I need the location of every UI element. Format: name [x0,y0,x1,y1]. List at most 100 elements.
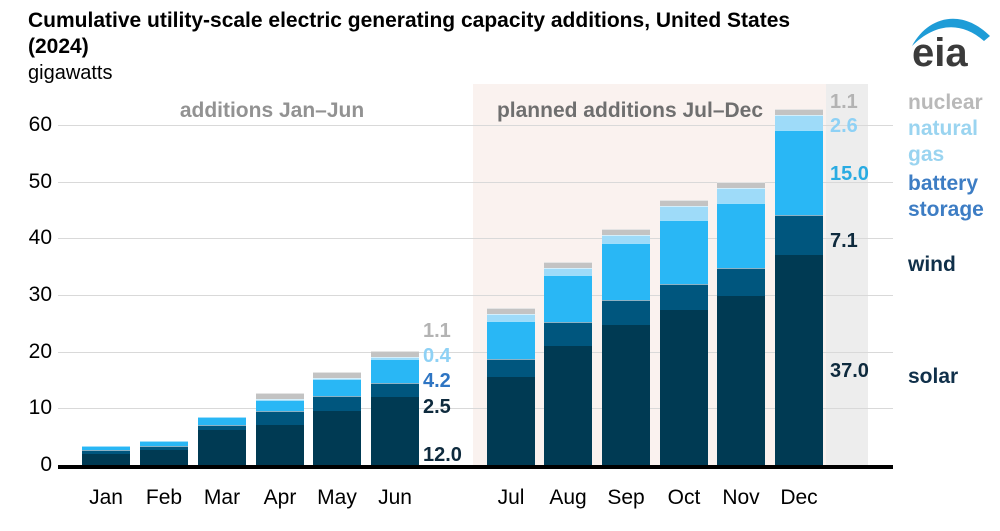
month-label-apr: Apr [263,486,297,509]
bar-segment-sep-solar [602,325,650,465]
month-label-feb: Feb [145,486,183,509]
bar-segment-jun-wind [371,382,419,397]
dec-value-label-37.0: 37.0 [830,360,869,382]
y-tick-label-50: 50 [28,169,52,193]
bar-segment-mar-wind [198,424,246,430]
bar-segment-oct-natural-gas [660,206,708,220]
bar-segment-oct-solar [660,310,708,465]
bar-segment-sep-wind [602,300,650,326]
month-label-dec: Dec [780,486,818,509]
bar-segment-apr-battery-storage [256,399,304,411]
bar-segment-jan-wind [82,449,130,454]
bar-segment-nov-battery-storage [717,202,765,268]
month-label-oct: Oct [667,486,701,509]
gridline-40 [58,238,893,240]
legend-item-battery-storage: battery storage [908,172,984,221]
chart-title: Cumulative utility-scale electric genera… [28,8,908,60]
bar-segment-feb-battery-storage [140,441,188,446]
dec-value-label-1.1: 1.1 [830,91,858,113]
y-tick-label-20: 20 [28,339,52,363]
bar-segment-oct-wind [660,283,708,311]
y-tick-label-30: 30 [28,283,52,306]
month-label-nov: Nov [722,486,760,509]
dec-value-label-7.1: 7.1 [830,230,858,252]
bar-segment-jun-natural-gas [371,356,419,360]
bar-segment-nov-solar [717,296,765,465]
bar-segment-apr-wind [256,410,304,425]
dec-value-label-2.6: 2.6 [830,115,858,137]
jul-dec-region-label: planned additions Jul–Dec [496,99,764,122]
bar-segment-sep-natural-gas [602,234,650,244]
bar-segment-jul-nuclear [487,308,535,315]
bar-segment-jun-solar [371,397,419,465]
month-label-sep: Sep [607,486,645,509]
bar-segment-dec-nuclear [775,109,823,116]
eia-logo-swoosh [912,18,990,46]
legend-item-solar: solar [908,365,959,388]
bar-segment-aug-battery-storage [544,275,592,322]
dec-value-label-strip [826,84,868,466]
bar-segment-jul-natural-gas [487,314,535,322]
bar-segment-dec-solar [775,255,823,465]
jun-value-label-0.4: 0.4 [423,345,451,367]
y-tick-label-60: 60 [28,113,52,136]
bar-segment-nov-wind [717,267,765,297]
y-tick-label-10: 10 [28,396,52,420]
gridline-10 [58,408,893,410]
bar-segment-may-natural-gas [313,378,361,380]
y-tick-label-0: 0 [40,453,52,476]
bar-segment-dec-natural-gas [775,115,823,131]
bar-segment-mar-solar [198,429,246,465]
month-label-may: May [317,486,357,509]
bar-segment-jul-wind [487,359,535,378]
chart-title-line1: Cumulative utility-scale electric genera… [28,9,791,32]
bar-segment-jun-battery-storage [371,359,419,383]
jun-value-label-1.1: 1.1 [423,320,451,342]
bar-segment-may-solar [313,410,361,465]
bar-segment-may-nuclear [313,372,361,379]
bar-segment-apr-nuclear [256,393,304,400]
legend-item-natural-gas: natural gas [908,117,979,166]
jun-value-label-12.0: 12.0 [423,444,462,466]
bar-segment-aug-natural-gas [544,268,592,276]
bar-segment-jul-battery-storage [487,321,535,360]
bar-segment-nov-nuclear [717,182,765,189]
gridline-30 [58,295,893,296]
bar-segment-jun-nuclear [371,350,419,357]
bar-segment-sep-nuclear [602,228,650,235]
bar-segment-aug-nuclear [544,262,592,269]
jan-jun-region-label: additions Jan–Jun [179,99,365,122]
bar-segment-may-wind [313,396,361,411]
bar-segment-oct-nuclear [660,199,708,207]
bar-segment-jul-solar [487,377,535,465]
jun-value-label-4.2: 4.2 [423,370,451,392]
bar-segment-jan-battery-storage [82,445,130,450]
legend-item-wind: wind [908,253,956,276]
bar-segment-dec-battery-storage [775,130,823,216]
bar-segment-apr-natural-gas [256,399,304,401]
units-label: gigawatts [28,62,113,84]
bar-segment-oct-battery-storage [660,219,708,284]
bar-segment-feb-solar [140,449,188,465]
month-label-jun: Jun [378,486,412,509]
bar-segment-apr-solar [256,424,304,465]
eia-logo: eia [912,18,990,75]
eia-logo-text: eia [912,31,968,75]
month-label-aug: Aug [549,486,587,509]
bar-segment-feb-wind [140,445,188,450]
y-tick-label-40: 40 [28,226,52,250]
bar-segment-dec-wind [775,215,823,256]
gridline-50 [58,181,893,183]
month-label-jul: Jul [497,486,525,509]
bar-segment-sep-battery-storage [602,243,650,301]
dec-value-label-15.0: 15.0 [830,163,869,185]
jun-value-label-2.5: 2.5 [423,396,451,418]
bar-segment-may-battery-storage [313,379,361,397]
month-label-mar: Mar [203,486,241,509]
legend-item-nuclear: nuclear [908,91,983,114]
gridline-60 [58,125,893,126]
bar-segment-mar-battery-storage [198,417,246,425]
bar-segment-nov-natural-gas [717,188,765,203]
